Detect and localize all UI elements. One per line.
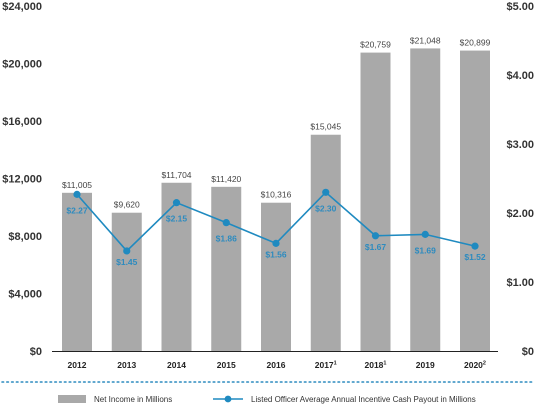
- line-point: [371, 232, 380, 240]
- bar: [360, 52, 391, 351]
- bar: [410, 48, 441, 352]
- line-point: [172, 199, 181, 207]
- bar-value-label: $21,048: [410, 35, 441, 45]
- line-point: [471, 242, 479, 250]
- right-axis-tick-label: $3.00: [506, 139, 534, 151]
- bar-value-label: $9,620: [114, 200, 140, 210]
- line-value-label: $1.45: [116, 257, 138, 267]
- line-value-labels: $2.27 $1.45 $2.15 $1.86 $1.56 $2.30 $1.67 $1.69…: [66, 203, 486, 267]
- legend-bar-swatch: [58, 395, 86, 403]
- line-point: [123, 247, 131, 255]
- left-axis-tick-label: $0: [30, 346, 42, 358]
- left-axis-tick-label: $20,000: [2, 59, 42, 71]
- bar-value-label: $11,005: [62, 180, 92, 190]
- x-axis-tick-label: 2015: [217, 360, 236, 370]
- line-value-label: $2.27: [66, 205, 88, 215]
- line-value-label: $2.30: [315, 203, 337, 213]
- line-value-label: $1.86: [216, 234, 238, 244]
- line-value-label: $1.52: [464, 252, 486, 262]
- bar-series: [62, 48, 490, 352]
- x-axis-tick-label: 2016: [267, 360, 286, 370]
- footnote-marker: 1: [383, 361, 386, 367]
- right-axis: $0 $1.00 $2.00 $3.00 $4.00 $5.00: [506, 1, 534, 358]
- right-axis-tick-label: $1.00: [506, 277, 534, 289]
- bar-value-label: $20,759: [360, 40, 391, 50]
- legend-bar-label: Net Income in Millions: [94, 395, 172, 404]
- right-axis-tick-label: $5.00: [506, 1, 534, 13]
- line-value-label: $1.67: [365, 242, 387, 252]
- footnote-marker: 1: [334, 361, 337, 367]
- x-axis-tick-label: 20202: [464, 360, 486, 370]
- left-axis-tick-label: $8,000: [8, 231, 42, 243]
- line-point: [421, 230, 429, 238]
- bar-value-label: $11,420: [211, 174, 241, 184]
- legend-line-marker: [224, 395, 232, 403]
- bar: [460, 50, 490, 351]
- bar: [310, 134, 341, 351]
- line-point: [222, 219, 230, 227]
- x-axis-tick-label: 2012: [68, 360, 87, 370]
- bar: [111, 212, 142, 351]
- x-axis-tick-label: 20181: [365, 360, 387, 370]
- bar-value-label: $11,704: [161, 170, 191, 180]
- bar-value-labels: $11,005 $9,620 $11,704 $11,420 $10,316 $15,04…: [62, 35, 491, 209]
- legend: Net Income in Millions Listed Officer Ave…: [58, 395, 476, 404]
- line-value-label: $2.15: [166, 214, 188, 224]
- x-axis-tick-label: 20171: [315, 360, 337, 370]
- bar-value-label: $20,899: [460, 38, 491, 48]
- x-axis-tick-labels: 2012 2013 2014 2015 2016 20171 20181 2019 20202: [68, 360, 486, 370]
- x-axis-tick-label: 2013: [117, 360, 136, 370]
- bar: [261, 202, 291, 351]
- line-value-label: $1.56: [265, 249, 287, 259]
- left-axis-tick-label: $16,000: [2, 116, 42, 128]
- left-axis-tick-label: $4,000: [8, 289, 42, 301]
- left-axis-tick-label: $12,000: [2, 174, 42, 186]
- x-axis-tick-label: 2014: [167, 360, 186, 370]
- line-value-label: $1.69: [415, 245, 437, 255]
- bar-value-label: $10,316: [261, 190, 292, 200]
- line-point: [272, 239, 280, 247]
- line-point: [73, 190, 81, 198]
- left-axis: $0 $4,000 $8,000 $12,000 $16,000 $20,000 $24,0…: [2, 1, 42, 358]
- legend-line-label: Listed Officer Average Annual Incentive …: [251, 395, 476, 404]
- bar: [62, 192, 92, 351]
- bar: [211, 186, 242, 351]
- right-axis-tick-label: $4.00: [506, 70, 534, 82]
- line-series: [73, 188, 479, 255]
- right-axis-tick-label: $2.00: [506, 208, 534, 220]
- right-axis-tick-label: $0: [522, 346, 534, 358]
- footnote-marker: 2: [483, 361, 486, 367]
- bar-value-label: $15,045: [310, 122, 341, 132]
- x-axis-tick-label: 2019: [416, 360, 435, 370]
- left-axis-tick-label: $24,000: [2, 1, 42, 13]
- bar: [161, 182, 192, 351]
- line-point: [322, 188, 330, 196]
